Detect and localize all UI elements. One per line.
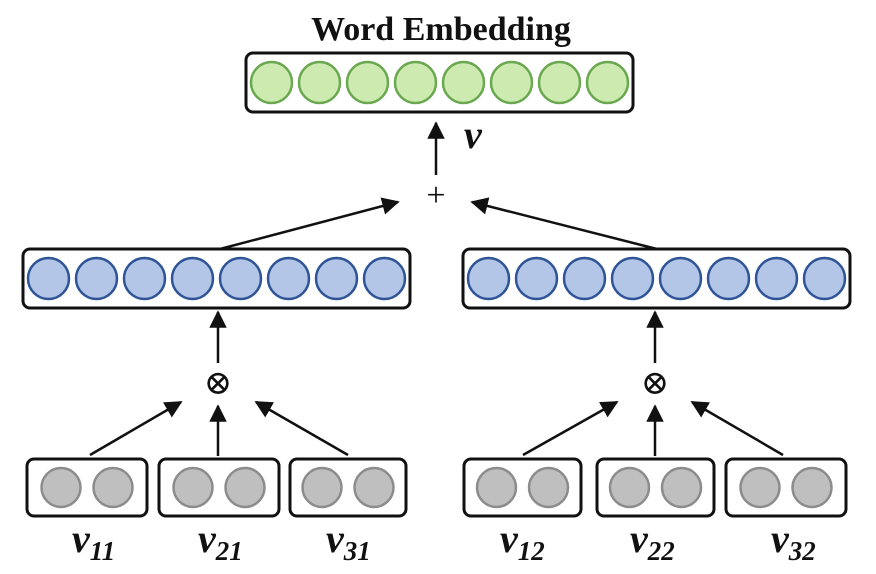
- output-node: [539, 62, 580, 103]
- input-node: [529, 468, 568, 507]
- branch-right: ⊗ v12 v22 v32: [463, 249, 850, 566]
- output-node: [347, 62, 388, 103]
- hidden-node: [220, 258, 261, 299]
- output-node: [587, 62, 628, 103]
- input-label: v21: [198, 516, 243, 566]
- output-embedding-layer: [246, 53, 633, 112]
- input-label: v22: [630, 516, 675, 566]
- input-label-subscript: 11: [90, 536, 116, 566]
- input-label-symbol: v: [72, 516, 91, 561]
- input-label: v32: [771, 516, 816, 566]
- output-node: [491, 62, 532, 103]
- input-label-subscript: 31: [343, 536, 371, 566]
- product-operator-left: ⊗: [204, 365, 233, 402]
- hidden-node: [172, 258, 213, 299]
- input-label: v11: [72, 516, 115, 566]
- hidden-node: [612, 258, 653, 299]
- input-node: [355, 468, 394, 507]
- input-label-symbol: v: [771, 516, 790, 561]
- hidden-node: [468, 258, 509, 299]
- input-node: [477, 468, 516, 507]
- input-label-subscript: 22: [647, 536, 675, 566]
- hidden-node: [124, 258, 165, 299]
- input-label-symbol: v: [630, 516, 649, 561]
- arrow-input-11-to-product: [90, 402, 181, 455]
- input-label-symbol: v: [198, 516, 217, 561]
- hidden-node: [76, 258, 117, 299]
- hidden-node: [516, 258, 557, 299]
- arrow-right-hidden-to-sum: [472, 202, 657, 249]
- input-label-symbol: v: [326, 516, 345, 561]
- sum-operator: +: [426, 177, 445, 214]
- input-node: [226, 468, 265, 507]
- input-label-subscript: 32: [788, 536, 816, 566]
- output-vector-label: v: [464, 112, 483, 157]
- arrow-input-12-to-product: [523, 402, 617, 455]
- input-label-symbol: v: [500, 516, 519, 561]
- input-node: [741, 468, 780, 507]
- input-blocks-left: v11 v21 v31: [27, 459, 406, 566]
- hidden-node: [708, 258, 749, 299]
- input-blocks-right: v12 v22 v32: [464, 459, 846, 566]
- input-node: [94, 468, 133, 507]
- input-block-12: v12: [464, 459, 581, 566]
- output-node: [299, 62, 340, 103]
- hidden-node: [660, 258, 701, 299]
- input-block-31: v31: [290, 459, 406, 566]
- product-operator-right: ⊗: [641, 365, 670, 402]
- input-label-subscript: 21: [215, 536, 243, 566]
- input-label-subscript: 12: [518, 536, 545, 566]
- hidden-node: [28, 258, 69, 299]
- input-block-22: v22: [597, 459, 714, 566]
- hidden-node: [316, 258, 357, 299]
- output-node: [443, 62, 484, 103]
- input-block-21: v21: [159, 459, 279, 566]
- arrow-input-32-to-product: [692, 402, 783, 455]
- input-block-11: v11: [27, 459, 147, 566]
- hidden-node: [564, 258, 605, 299]
- hidden-node: [804, 258, 845, 299]
- hidden-node: [756, 258, 797, 299]
- input-node: [174, 468, 213, 507]
- diagram-title: Word Embedding: [311, 11, 571, 48]
- input-label: v12: [500, 516, 545, 566]
- branch-left: ⊗ v11 v21 v31: [23, 249, 410, 566]
- input-node: [662, 468, 701, 507]
- arrow-input-31-to-product: [256, 402, 348, 455]
- arrow-left-hidden-to-sum: [220, 202, 398, 249]
- output-node: [395, 62, 436, 103]
- input-node: [303, 468, 342, 507]
- hidden-node: [268, 258, 309, 299]
- hidden-node: [364, 258, 405, 299]
- input-node: [610, 468, 649, 507]
- input-node: [793, 468, 832, 507]
- input-node: [42, 468, 81, 507]
- input-label: v31: [326, 516, 371, 566]
- output-node: [251, 62, 292, 103]
- input-block-32: v32: [726, 459, 846, 566]
